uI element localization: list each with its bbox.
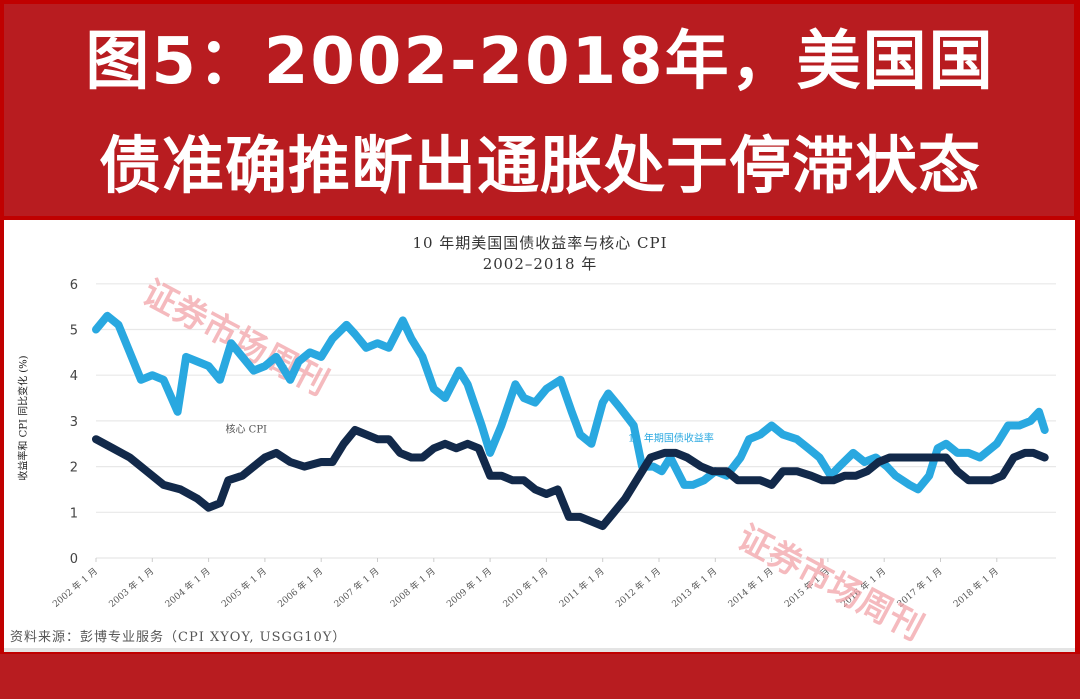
x-tick-label: 2007 年 1 月: [331, 565, 381, 610]
x-tick-label: 2010 年 1 月: [500, 565, 550, 610]
x-tick-label: 2003 年 1 月: [106, 565, 156, 610]
x-tick-label: 2005 年 1 月: [219, 565, 269, 610]
y-tick-label: 3: [70, 415, 78, 430]
source-note: 资料来源：彭博专业服务（CPI XYOY, USGG10Y）: [10, 630, 347, 645]
x-tick-label: 2018 年 1 月: [951, 565, 1001, 610]
y-tick-label: 0: [70, 552, 78, 567]
y-tick-label: 1: [70, 506, 78, 521]
yield-series-label: 10 年期国债收益率: [628, 431, 714, 444]
core-cpi-line: [92, 426, 1049, 530]
x-tick-label: 2004 年 1 月: [163, 565, 213, 610]
panel-divider: [4, 648, 1075, 652]
y-tick-label: 4: [70, 369, 78, 384]
core-cpi-series-label: 核心 CPI: [225, 422, 267, 435]
headline-line-1: 图5：2002-2018年，美国国: [85, 25, 995, 99]
x-tick-label: 2006 年 1 月: [275, 565, 325, 610]
y-axis-label: 收益率和 CPI 同比变化 (%): [18, 355, 30, 481]
y-tick-label: 6: [70, 278, 78, 293]
x-tick-label: 2013 年 1 月: [669, 565, 719, 610]
x-tick-label: 2012 年 1 月: [613, 565, 663, 610]
footer-banner: [0, 652, 1080, 699]
chart-title: 10 年期美国国债收益率与核心 CPI: [412, 234, 668, 252]
chart-subtitle: 2002–2018 年: [482, 255, 598, 273]
chart-panel: [4, 220, 1075, 648]
headline-line-2: 债准确推断出通胀处于停滞状态: [98, 129, 981, 202]
y-tick-label: 5: [70, 324, 78, 339]
x-tick-label: 2011 年 1 月: [557, 565, 607, 610]
yield-line: [92, 311, 1049, 494]
x-tick-label: 2008 年 1 月: [388, 565, 438, 610]
x-tick-label: 2009 年 1 月: [444, 565, 494, 610]
x-tick-label: 2002 年 1 月: [50, 565, 100, 610]
headline-banner: [4, 4, 1074, 216]
y-tick-label: 2: [70, 461, 78, 476]
